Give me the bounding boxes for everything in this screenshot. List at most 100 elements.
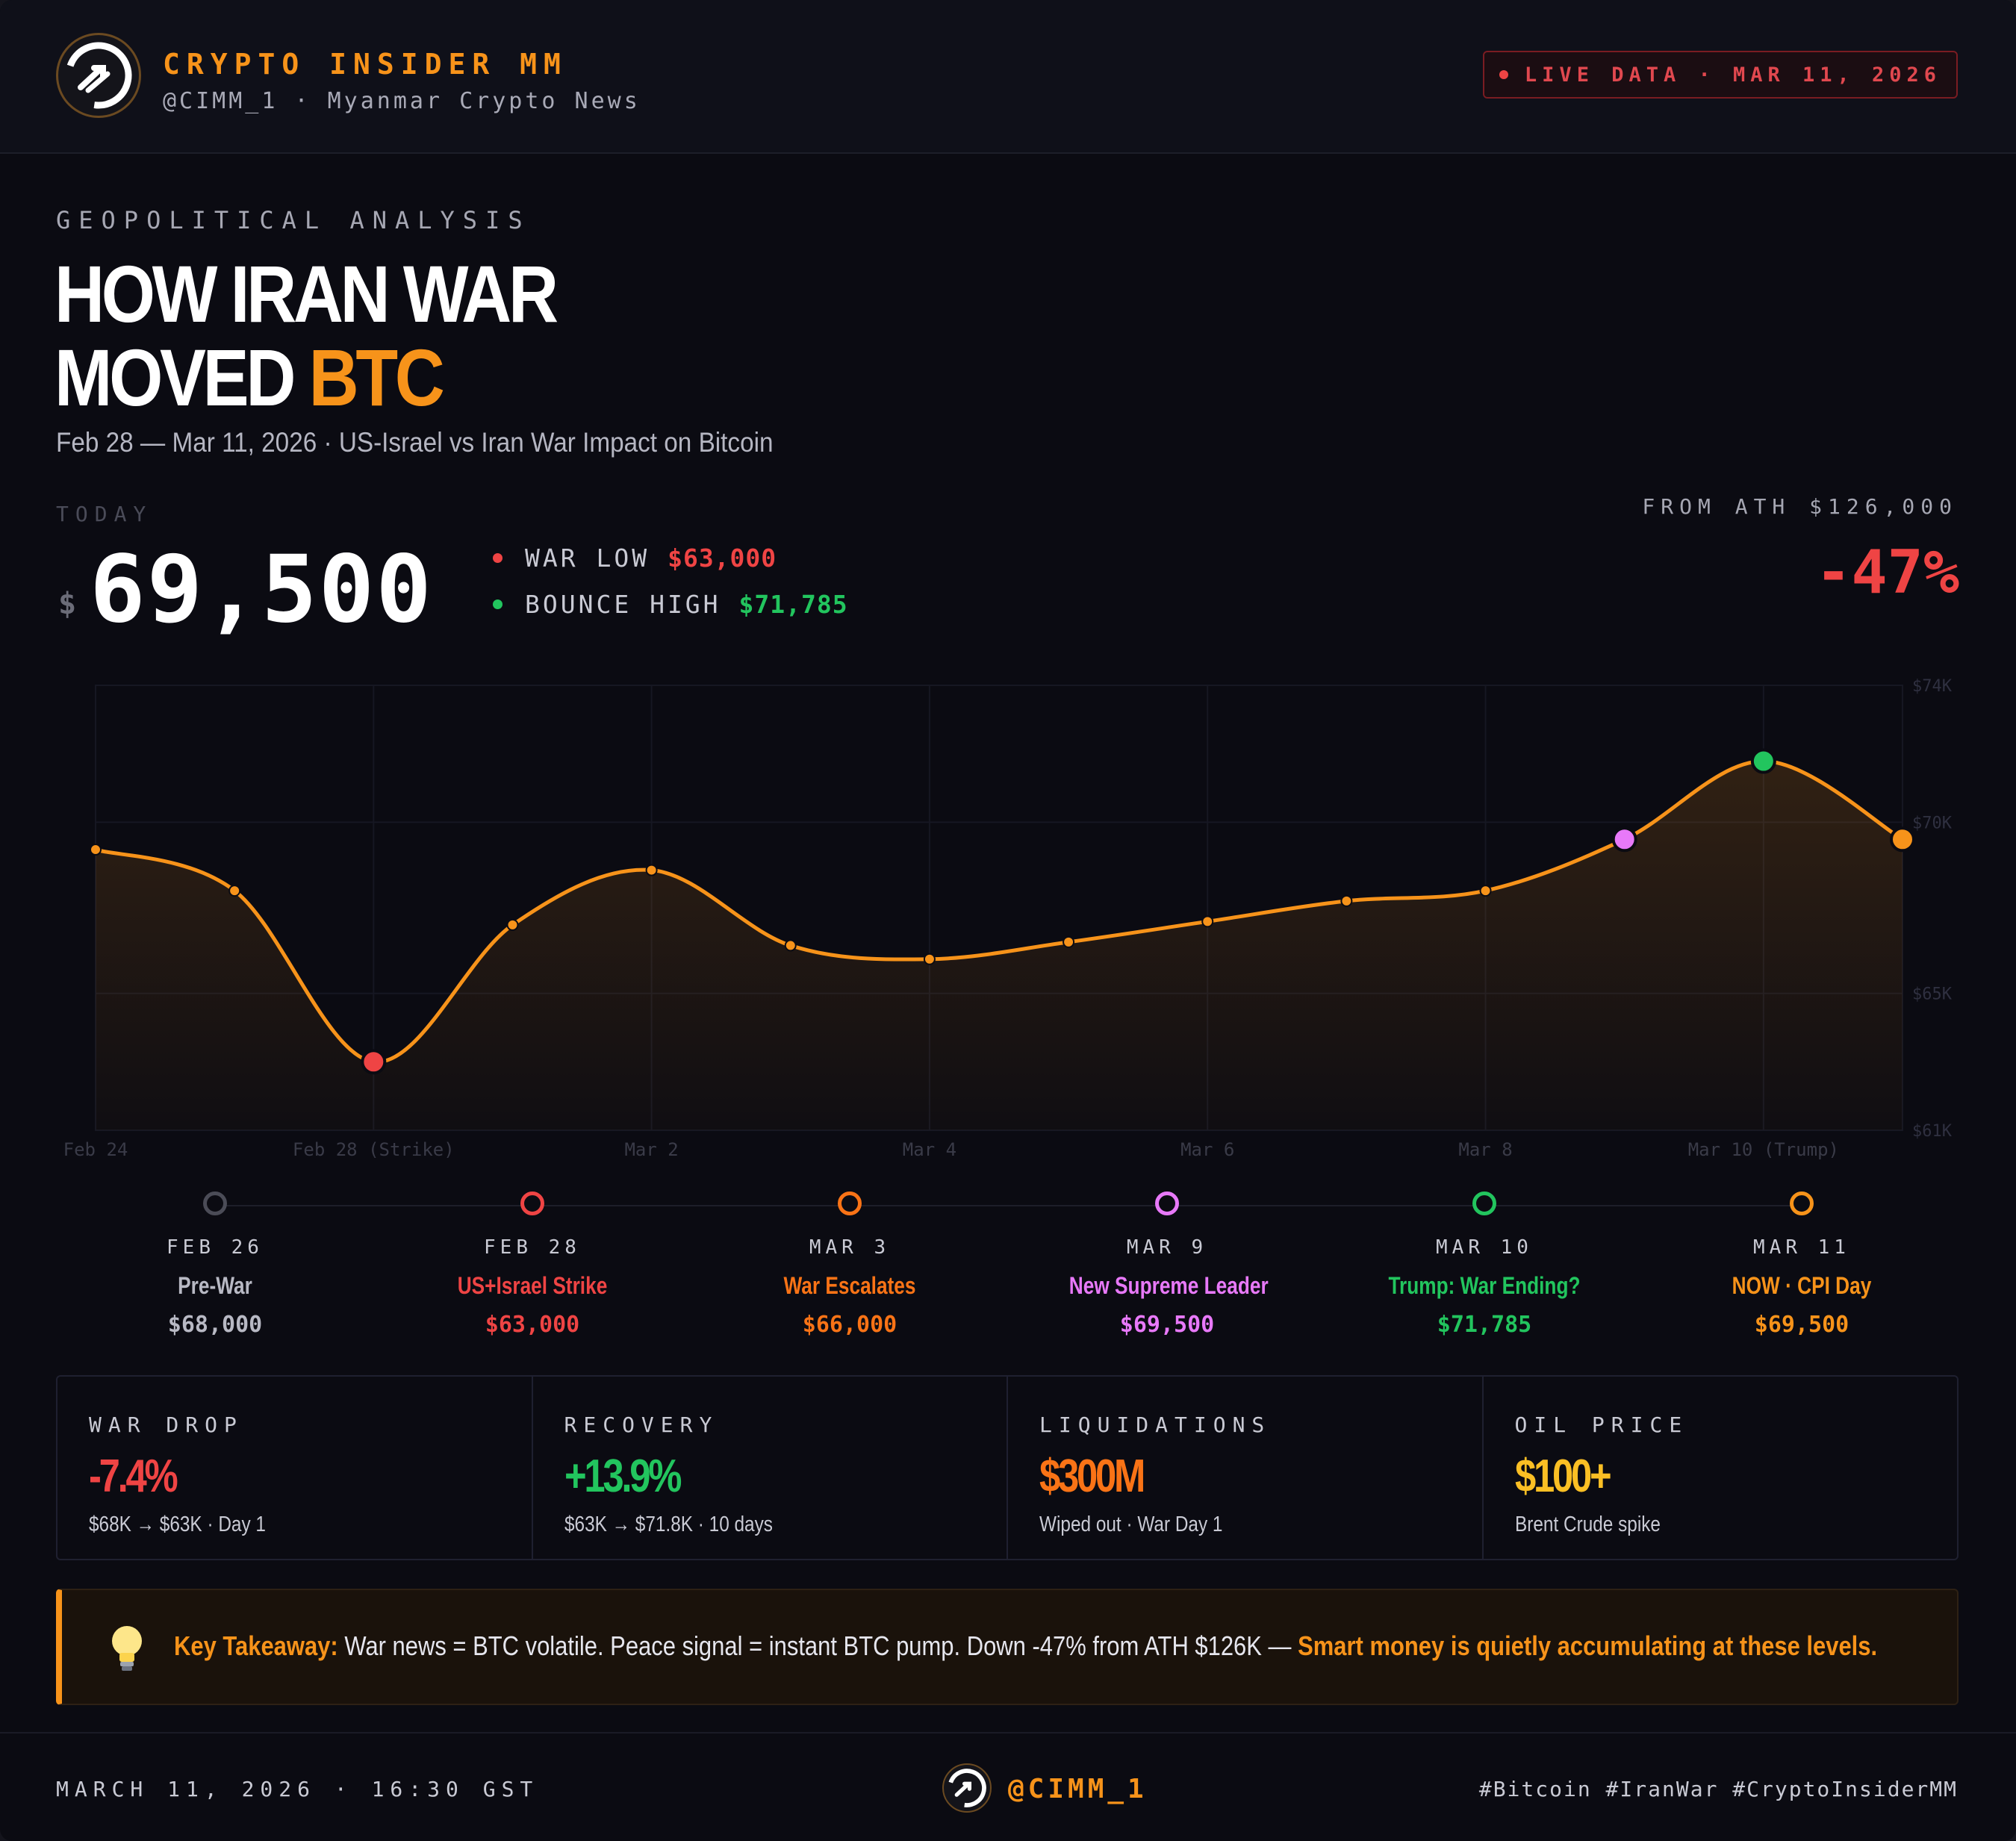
timeline-date: MAR 10: [1436, 1236, 1533, 1259]
metric-note: $68K → $63K · Day 1: [89, 1513, 266, 1536]
green-dot-icon: [493, 599, 503, 609]
takeaway-text: Key Takeaway: War news = BTC volatile. P…: [174, 1630, 1877, 1662]
timeline-event: MAR 10 Trump: War Ending? $71,785: [1365, 1191, 1604, 1338]
timeline-price: $63,000: [485, 1312, 580, 1338]
metric-label: LIQUIDATIONS: [1039, 1412, 1272, 1437]
timeline-price: $66,000: [802, 1312, 897, 1338]
metric-value: -7.4%: [89, 1451, 178, 1502]
lightbulb-icon: [112, 1626, 142, 1671]
timeline-date: MAR 3: [809, 1236, 891, 1259]
bounce-high-stat: BOUNCE HIGH $71,785: [493, 590, 848, 619]
data-point[interactable]: [645, 864, 658, 876]
data-point[interactable]: [90, 844, 102, 856]
current-price: 69,500: [90, 536, 433, 644]
takeaway-emphasis: Smart money is quietly accumulating at t…: [1298, 1630, 1878, 1661]
live-data-badge: LIVE DATA · MAR 11, 2026: [1483, 51, 1958, 99]
currency-symbol: $: [58, 587, 77, 621]
timeline-date: MAR 9: [1126, 1236, 1208, 1259]
timeline-label: US+Israel Strike: [457, 1272, 608, 1299]
metric-card: LIQUIDATIONS $300M Wiped out · War Day 1: [1008, 1377, 1484, 1559]
timeline-marker-icon: [1472, 1191, 1496, 1215]
y-tick-label: $65K: [1912, 985, 1953, 1004]
timeline-marker-icon: [1155, 1191, 1179, 1215]
highlight-point[interactable]: [1750, 748, 1776, 774]
x-tick-label: Mar 6: [1180, 1139, 1234, 1160]
war-low-value: $63,000: [668, 543, 777, 573]
brand-name: CRYPTO INSIDER MM: [163, 48, 567, 81]
brand-subtitle: @CIMM_1 · Myanmar Crypto News: [163, 88, 641, 114]
timeline-date: FEB 26: [167, 1236, 264, 1259]
metric-note: Wiped out · War Day 1: [1039, 1513, 1223, 1536]
metric-label: RECOVERY: [564, 1412, 719, 1437]
x-tick-label: Mar 8: [1458, 1139, 1512, 1160]
timeline-event: MAR 9 New Supreme Leader $69,500: [1048, 1191, 1287, 1338]
timeline-label: War Escalates: [783, 1272, 916, 1299]
ath-change: -47%: [1815, 538, 1959, 607]
metric-note: Brent Crude spike: [1514, 1513, 1661, 1536]
timeline-event: MAR 11 NOW · CPI Day $69,500: [1682, 1191, 1921, 1338]
section-kicker: GEOPOLITICAL ANALYSIS: [56, 206, 531, 234]
live-dot-icon: [1499, 70, 1508, 79]
data-point[interactable]: [1340, 894, 1353, 907]
header-bar: CRYPTO INSIDER MM @CIMM_1 · Myanmar Cryp…: [0, 0, 2016, 154]
page-subtitle: Feb 28 — Mar 11, 2026 · US-Israel vs Ira…: [56, 427, 774, 458]
timeline-price: $69,500: [1119, 1312, 1215, 1338]
takeaway-key: Key Takeaway:: [174, 1630, 338, 1661]
btc-price-chart: Feb 24 Feb 28 (Strike) Mar 2 Mar 4 Mar 6 Mar …: [63, 677, 1953, 1160]
x-tick-label: Mar 10 (Trump): [1688, 1139, 1839, 1160]
ath-label: FROM ATH $126,000: [1642, 494, 1958, 519]
footer-date: MARCH 11, 2026 · 16:30 GST: [56, 1777, 539, 1801]
data-point[interactable]: [506, 918, 519, 931]
x-tick-label: Feb 28 (Strike): [293, 1139, 455, 1160]
data-point[interactable]: [1479, 885, 1492, 897]
metric-cards: WAR DROP -7.4% $68K → $63K · Day 1 RECOVERY…: [56, 1375, 1959, 1560]
metric-label: WAR DROP: [89, 1412, 243, 1437]
timeline-event: MAR 3 War Escalates $66,000: [730, 1191, 969, 1338]
timeline-price: $68,000: [167, 1312, 263, 1338]
metric-note: $63K → $71.8K · 10 days: [564, 1513, 773, 1536]
y-tick-label: $74K: [1912, 677, 1953, 696]
highlight-point[interactable]: [1611, 826, 1637, 853]
today-label: TODAY: [56, 502, 153, 526]
title-line-2-prefix: MOVED: [55, 332, 309, 423]
bounce-high-value: $71,785: [738, 590, 848, 619]
footer-logo: [942, 1763, 992, 1813]
x-tick-label: Mar 2: [624, 1139, 678, 1160]
metric-label: OIL PRICE: [1514, 1412, 1689, 1437]
metric-card: RECOVERY +13.9% $63K → $71.8K · 10 days: [533, 1377, 1008, 1559]
x-tick-label: Feb 24: [63, 1139, 128, 1160]
timeline-date: MAR 11: [1753, 1236, 1850, 1259]
war-low-label: WAR LOW: [525, 543, 650, 573]
bounce-high-label: BOUNCE HIGH: [525, 590, 721, 619]
data-point[interactable]: [228, 885, 241, 897]
key-takeaway-box: Key Takeaway: War news = BTC volatile. P…: [56, 1589, 1959, 1705]
footer-hashtags: #Bitcoin #IranWar #CryptoInsiderMM: [1478, 1777, 1958, 1801]
timeline-track: [215, 1205, 1801, 1206]
metric-card: WAR DROP -7.4% $68K → $63K · Day 1: [57, 1377, 533, 1559]
page-title: HOW IRAN WAR MOVED BTC: [55, 252, 761, 420]
y-tick-label: $70K: [1912, 814, 1953, 832]
y-tick-label: $61K: [1912, 1122, 1953, 1141]
footer-handle[interactable]: @CIMM_1: [1008, 1774, 1148, 1804]
title-line-2: MOVED BTC: [55, 336, 761, 420]
footer-divider: [0, 1732, 2016, 1733]
highlight-point[interactable]: [361, 1049, 387, 1075]
title-accent: BTC: [308, 332, 445, 423]
title-line-1: HOW IRAN WAR: [55, 249, 559, 339]
timeline-price: $69,500: [1754, 1312, 1849, 1338]
war-low-stat: WAR LOW $63,000: [493, 543, 777, 573]
highlight-point[interactable]: [1890, 826, 1915, 853]
data-point[interactable]: [784, 939, 797, 952]
brand-logo: [56, 33, 141, 118]
metric-value: $100+: [1514, 1451, 1612, 1502]
data-point[interactable]: [923, 953, 936, 965]
x-tick-label: Mar 4: [903, 1139, 956, 1160]
timeline-marker-icon: [838, 1191, 862, 1215]
data-point[interactable]: [1201, 915, 1214, 928]
data-point[interactable]: [1063, 935, 1075, 948]
timeline-event: FEB 28 US+Israel Strike $63,000: [413, 1191, 652, 1338]
timeline-marker-icon: [1790, 1191, 1814, 1215]
timeline-label: Pre-War: [178, 1272, 252, 1299]
timeline-label: Trump: War Ending?: [1388, 1272, 1581, 1299]
live-badge-text: LIVE DATA · MAR 11, 2026: [1524, 63, 1942, 87]
